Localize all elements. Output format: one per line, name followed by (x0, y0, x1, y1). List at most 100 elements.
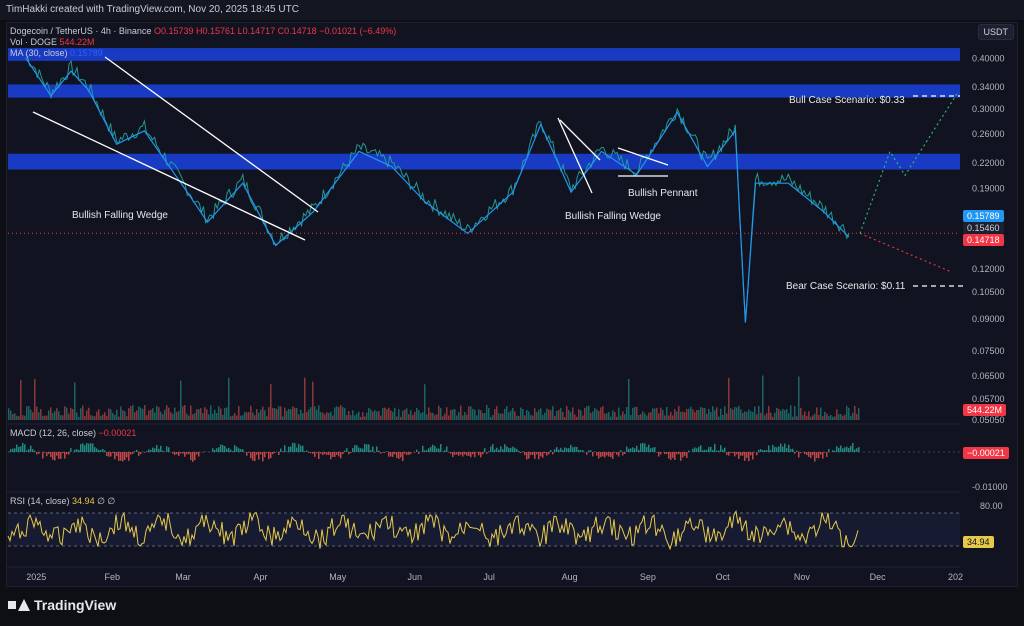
macd-bar (784, 443, 786, 452)
volume-bar (798, 376, 800, 420)
volume-bar (248, 412, 250, 420)
currency-button[interactable]: USDT (977, 24, 1014, 40)
volume-bar (624, 414, 626, 420)
macd-bar (386, 451, 388, 452)
chart-frame[interactable] (6, 22, 1018, 587)
macd-bar (156, 445, 158, 452)
macd-bar (758, 449, 760, 452)
volume-bar (706, 413, 708, 420)
rsi-label: RSI (14, close) (10, 496, 70, 506)
volume-bar (216, 413, 218, 420)
macd-bar (424, 450, 426, 452)
volume-bar (186, 413, 188, 420)
macd-bar (600, 452, 602, 458)
macd-bar (652, 447, 654, 452)
volume-bar (820, 407, 822, 420)
volume-bar (566, 406, 568, 420)
volume-bar (854, 405, 856, 420)
macd-bar (578, 449, 580, 452)
macd-bar (122, 452, 124, 462)
volume-bar (468, 406, 470, 420)
macd-bar (570, 444, 572, 452)
macd-bar (574, 446, 576, 452)
macd-bar (398, 452, 400, 459)
volume-bar (830, 414, 832, 420)
volume-bar (524, 415, 526, 420)
macd-bar (362, 448, 364, 452)
volume-bar (52, 413, 54, 420)
macd-bar (732, 452, 734, 453)
macd-bar (658, 452, 660, 457)
macd-bar (848, 447, 850, 452)
volume-bar (572, 407, 574, 420)
volume-bar (750, 411, 752, 420)
volume-bar (656, 407, 658, 420)
ohlc-high: H0.15761 (196, 26, 236, 36)
volume-bar (514, 411, 516, 420)
volume-bar (856, 414, 858, 420)
volume-bar (326, 412, 328, 420)
macd-bar (126, 452, 128, 458)
macd-bar (378, 450, 380, 452)
macd-bar (748, 452, 750, 462)
volume-bar (792, 416, 794, 420)
volume-bar (212, 413, 214, 420)
macd-bar (804, 452, 806, 455)
volume-bar (546, 408, 548, 420)
macd-bar (148, 449, 150, 452)
macd-bar (520, 452, 522, 454)
volume-bar (64, 406, 66, 420)
volume-bar (104, 412, 106, 420)
macd-bar (60, 452, 62, 459)
macd-bar (834, 450, 836, 452)
volume-bar (288, 408, 290, 420)
macd-bar (500, 446, 502, 452)
volume-bar (168, 407, 170, 420)
macd-bar (616, 452, 618, 455)
volume-bar (674, 409, 676, 420)
macd-bar (356, 445, 358, 452)
volume-bar (286, 410, 288, 420)
ma-line (25, 57, 850, 323)
macd-bar (674, 452, 676, 460)
volume-bar (238, 406, 240, 420)
macd-bar (726, 452, 728, 456)
macd-bar (818, 452, 820, 459)
volume-bar (28, 405, 30, 420)
volume-bar (280, 406, 282, 420)
volume-bar (840, 414, 842, 420)
macd-bar (714, 443, 716, 452)
volume-bar (234, 413, 236, 420)
price-tick: 0.09000 (972, 314, 1005, 324)
macd-bar (528, 452, 530, 459)
volume-bar (720, 408, 722, 420)
volume-bar (456, 415, 458, 420)
volume-bar (612, 410, 614, 420)
volume-bar (412, 415, 414, 420)
macd-bar (422, 445, 424, 452)
macd-bar (750, 452, 752, 456)
macd-bar (442, 451, 444, 452)
macd-bar (74, 449, 76, 452)
volume-bar (692, 409, 694, 420)
time-tick: Apr (254, 572, 268, 582)
macd-bar (336, 452, 338, 455)
volume-bar (690, 406, 692, 420)
macd-bar (18, 446, 20, 452)
macd-bar (278, 452, 280, 456)
macd-bar (562, 449, 564, 452)
volume-bar (146, 415, 148, 420)
volume-bar (352, 410, 354, 420)
macd-bar (42, 452, 44, 459)
macd-bar (92, 443, 94, 452)
volume-bar (400, 416, 402, 420)
volume-bar (374, 410, 376, 420)
macd-bar (492, 444, 494, 452)
macd-bar (310, 452, 312, 454)
rsi-line (7, 510, 859, 551)
volume-bar (170, 412, 172, 420)
volume-bar (358, 411, 360, 420)
wedge2-label: Bullish Falling Wedge (565, 211, 661, 222)
macd-bar (400, 452, 402, 458)
